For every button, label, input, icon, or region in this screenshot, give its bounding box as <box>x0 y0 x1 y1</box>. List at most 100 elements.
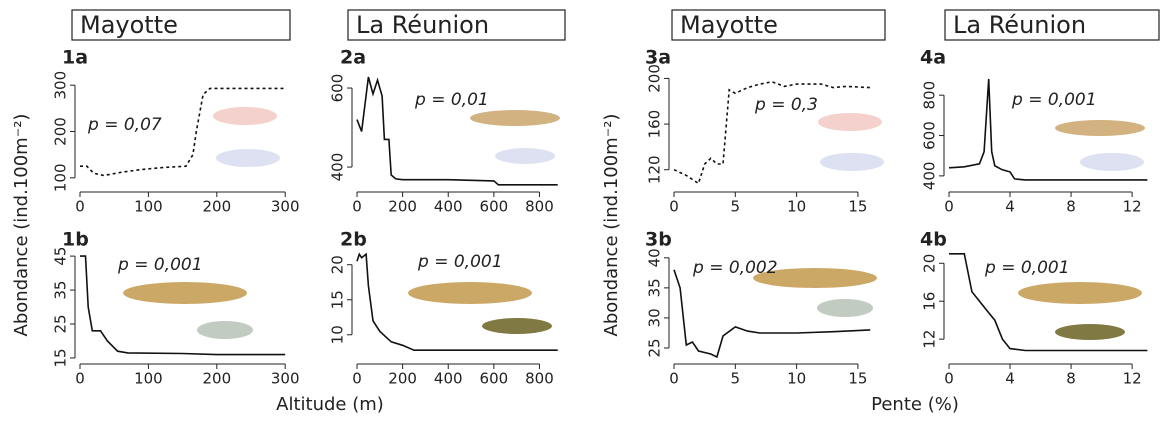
y-tick-label: 15 <box>52 348 70 367</box>
illustrations <box>123 107 1145 340</box>
data-line <box>673 269 871 359</box>
x-tick-label: 15 <box>848 198 867 216</box>
x-tick-label: 0 <box>352 198 362 216</box>
x-tick-label: 200 <box>388 198 417 216</box>
y-tick-label: 200 <box>52 117 70 146</box>
x-tick-label: 0 <box>352 370 362 388</box>
fish-illustration <box>1055 120 1145 136</box>
shrimp-illustration <box>495 148 555 164</box>
x-tick-label: 800 <box>525 198 554 216</box>
x-tick-label: 10 <box>787 370 806 388</box>
p-value: p = 0,002 <box>692 258 778 278</box>
p-value: p = 0,001 <box>1011 90 1097 110</box>
fish-illustration <box>123 282 247 304</box>
x-tick-label: 12 <box>1123 198 1142 216</box>
y-tick-label: 45 <box>52 247 70 266</box>
y-tick-label: 800 <box>921 81 939 110</box>
y-tick-label: 300 <box>52 71 70 100</box>
panel-label: 2a <box>340 47 366 69</box>
header-box <box>944 9 1160 41</box>
x-tick-label: 300 <box>271 198 300 216</box>
x-tick-label: 100 <box>134 370 163 388</box>
header-box <box>671 9 886 41</box>
x-tick-label: 300 <box>271 370 300 388</box>
x-tick-label: 8 <box>1066 198 1076 216</box>
data-line <box>356 76 558 186</box>
fish-illustration <box>817 299 873 317</box>
y-tick-label: 40 <box>646 248 664 267</box>
shrimp-illustration <box>818 113 882 131</box>
y-tick-label: 20 <box>921 254 939 273</box>
y-tick-label: 200 <box>646 64 664 93</box>
y-tick-label: 100 <box>52 163 70 192</box>
shrimp-illustration <box>213 107 277 125</box>
x-tick-label: 10 <box>787 198 806 216</box>
y-tick-label: 400 <box>921 162 939 191</box>
y-tick-label: 10 <box>329 325 347 344</box>
x-tick-label: 0 <box>669 198 679 216</box>
panel-label: 3b <box>645 229 672 251</box>
data-line <box>949 253 1148 352</box>
panel-label: 1b <box>62 229 89 251</box>
x-tick-label: 600 <box>480 370 509 388</box>
fish-illustration <box>470 110 560 126</box>
x-axis-label: Altitude (m) <box>276 394 384 415</box>
fish-illustration <box>753 268 877 288</box>
y-tick-label: 600 <box>921 121 939 150</box>
fish-illustration <box>1055 324 1125 340</box>
panel-label: 2b <box>340 229 367 251</box>
shrimp-illustration <box>216 149 280 167</box>
y-axis-label: Abondance (ind.100m⁻²) <box>601 114 622 337</box>
fish-illustration <box>1018 282 1142 304</box>
column-title: La Réunion <box>953 11 1086 39</box>
x-axis-label: Pente (%) <box>871 394 959 415</box>
x-tick-label: 8 <box>1066 370 1076 388</box>
p-value: p = 0,001 <box>984 258 1070 278</box>
y-tick-label: 25 <box>52 314 70 333</box>
fish-illustration <box>482 318 552 334</box>
p-value: p = 0,001 <box>117 255 203 275</box>
x-tick-label: 200 <box>202 370 231 388</box>
y-tick-label: 16 <box>921 292 939 311</box>
x-tick-label: 0 <box>75 198 85 216</box>
x-tick-label: 0 <box>669 370 679 388</box>
x-tick-label: 400 <box>434 198 463 216</box>
p-value: p = 0,3 <box>754 95 818 115</box>
y-tick-label: 160 <box>646 110 664 139</box>
x-tick-label: 0 <box>944 198 954 216</box>
shrimp-illustration <box>1080 153 1144 171</box>
p-value: p = 0,001 <box>417 252 503 272</box>
fish-illustration <box>408 282 532 304</box>
y-tick-label: 120 <box>646 155 664 184</box>
panel-label: 3a <box>645 47 671 69</box>
y-tick-label: 12 <box>921 330 939 349</box>
data-line <box>948 78 1148 181</box>
x-tick-label: 400 <box>434 370 463 388</box>
data-line <box>80 87 286 177</box>
y-tick-label: 600 <box>329 74 347 103</box>
x-tick-label: 0 <box>75 370 85 388</box>
shrimp-illustration <box>820 153 884 171</box>
y-tick-label: 30 <box>646 308 664 327</box>
header-box <box>71 9 291 41</box>
x-tick-label: 12 <box>1123 370 1142 388</box>
y-tick-label: 25 <box>646 338 664 357</box>
x-tick-label: 5 <box>731 198 741 216</box>
y-tick-label: 35 <box>646 278 664 297</box>
column-title: Mayotte <box>80 11 178 39</box>
x-tick-label: 4 <box>1005 198 1015 216</box>
x-tick-label: 0 <box>944 370 954 388</box>
panel-label: 4b <box>920 229 947 251</box>
x-tick-label: 5 <box>731 370 741 388</box>
y-tick-label: 400 <box>329 153 347 182</box>
x-tick-label: 600 <box>480 198 509 216</box>
x-tick-label: 800 <box>525 370 554 388</box>
fish-illustration <box>197 321 253 339</box>
data-line <box>80 255 286 356</box>
panel-label: 4a <box>920 47 946 69</box>
column-title: Mayotte <box>680 11 778 39</box>
y-tick-label: 35 <box>52 281 70 300</box>
column-title: La Réunion <box>356 11 489 39</box>
